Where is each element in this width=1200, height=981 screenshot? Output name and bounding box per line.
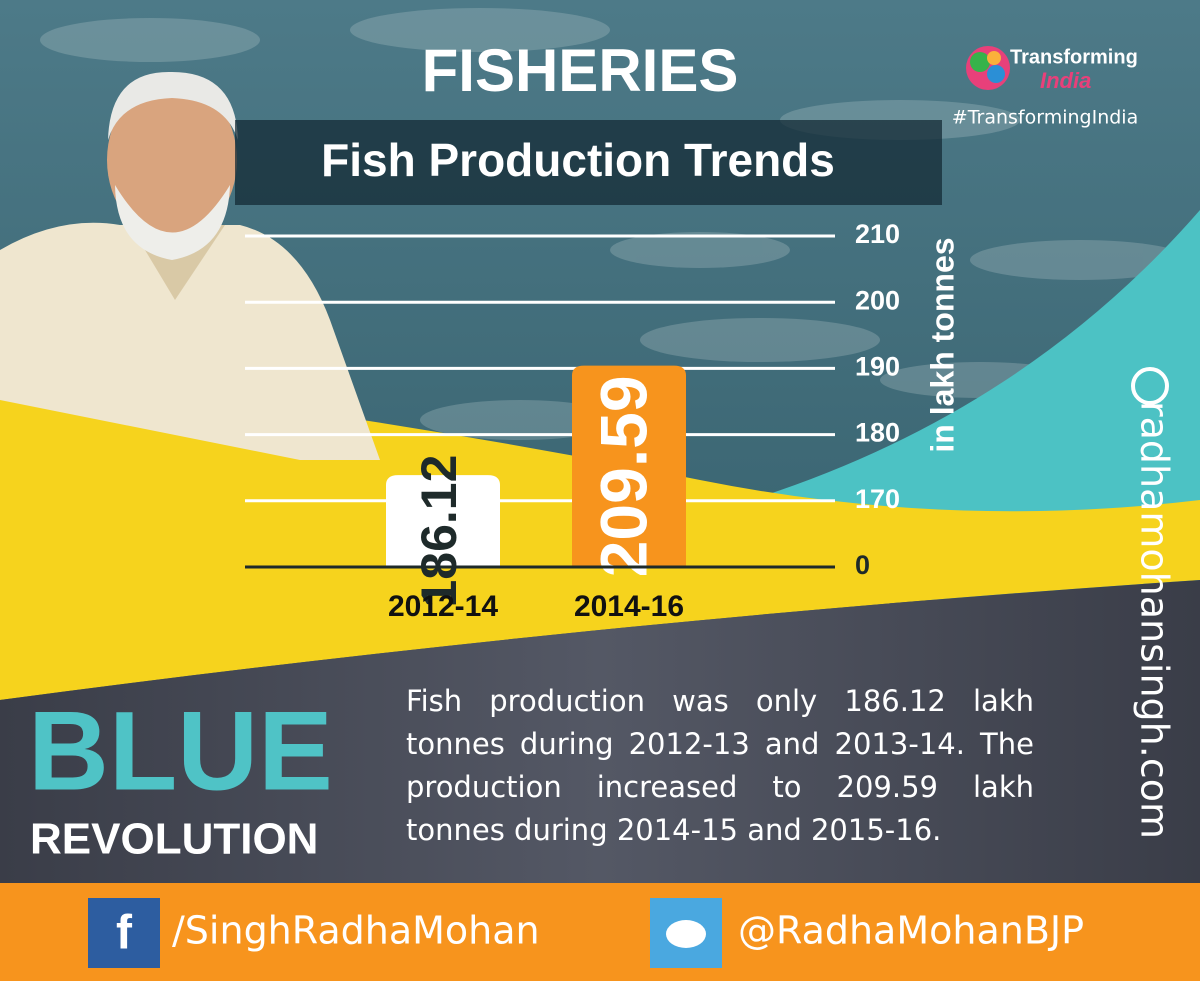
bar bbox=[386, 475, 500, 566]
twitter-handle: @RadhaMohanBJP bbox=[738, 909, 1084, 953]
subheadline: REVOLUTION bbox=[30, 815, 318, 864]
y-tick-label: 180 bbox=[855, 418, 900, 448]
x-tick-label: 2012-14 bbox=[388, 590, 498, 623]
facebook-handle: /SinghRadhaMohan bbox=[172, 909, 540, 953]
headline: BLUE bbox=[28, 689, 333, 814]
y-axis-label: in lakh tonnes bbox=[924, 237, 960, 452]
y-tick-label: 210 bbox=[855, 219, 900, 249]
chart-subtitle: Fish Production Trends bbox=[321, 134, 835, 186]
y-tick-label: 0 bbox=[855, 550, 870, 580]
facebook-glyph: f bbox=[116, 907, 133, 960]
bar bbox=[572, 365, 686, 566]
website: radhamohansingh.com bbox=[1133, 401, 1177, 839]
portrait bbox=[0, 71, 380, 460]
logo-top: Transforming bbox=[1010, 46, 1138, 68]
logo bbox=[966, 46, 1010, 90]
chart-title: FISHERIES bbox=[422, 37, 739, 104]
dark-panel bbox=[0, 580, 1200, 883]
description: Fish production was only 186.12 lakh ton… bbox=[406, 684, 1034, 847]
hashtag: #TransformingIndia bbox=[952, 107, 1138, 129]
y-tick-label: 170 bbox=[855, 484, 900, 514]
y-tick-label: 200 bbox=[855, 285, 900, 315]
footer-bar bbox=[0, 883, 1200, 981]
facebook-icon bbox=[88, 898, 160, 968]
value-label: 209.59 bbox=[586, 375, 660, 577]
globe-icon bbox=[1131, 367, 1169, 405]
twitter-glyph bbox=[666, 920, 706, 948]
x-tick-label: 2014-16 bbox=[574, 590, 684, 623]
logo-bottom: India bbox=[1040, 68, 1091, 93]
value-label: 186.12 bbox=[411, 455, 467, 608]
title-band bbox=[235, 120, 942, 205]
description-box: Fish production was only 186.12 lakh ton… bbox=[406, 684, 1034, 847]
y-tick-label: 190 bbox=[855, 352, 900, 382]
